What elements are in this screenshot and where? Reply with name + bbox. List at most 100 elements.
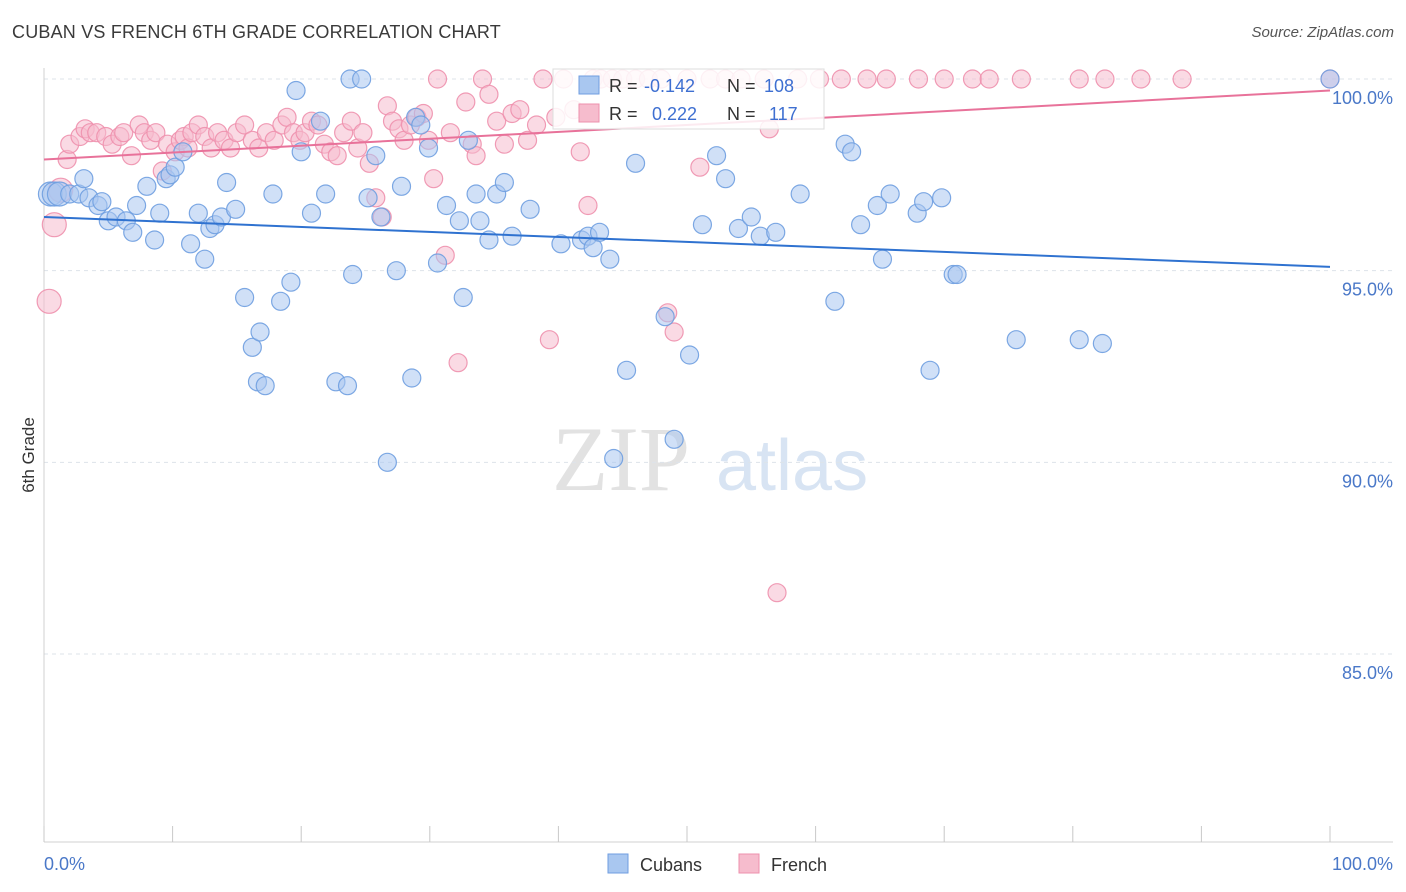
cubans-point xyxy=(195,249,215,269)
cubans-point xyxy=(371,207,391,227)
watermark-atlas: atlas xyxy=(716,426,868,506)
french-point xyxy=(466,146,486,166)
cubans-point xyxy=(366,146,386,166)
cubans-point xyxy=(706,146,727,166)
cubans-point xyxy=(520,199,540,219)
cubans-point xyxy=(411,115,431,135)
y-tick-label: 95.0% xyxy=(1342,280,1393,300)
french-point xyxy=(479,84,499,104)
stats-blue-r-value: -0.142 xyxy=(644,76,695,96)
french-point xyxy=(517,130,538,150)
cubans-point xyxy=(679,345,700,365)
french-point xyxy=(767,583,787,603)
cubans-point xyxy=(872,249,893,269)
french-point xyxy=(664,322,684,342)
chart-title: CUBAN VS FRENCH 6TH GRADE CORRELATION CH… xyxy=(12,22,501,42)
cubans-point xyxy=(150,203,170,223)
french-point xyxy=(876,69,896,89)
cubans-point xyxy=(242,337,262,357)
cubans-trend-line xyxy=(43,216,1331,268)
cubans-point xyxy=(310,111,331,131)
cubans-point xyxy=(453,287,473,308)
french-point xyxy=(1131,69,1151,89)
cubans-point xyxy=(655,307,675,327)
french-point xyxy=(36,288,62,314)
french-point xyxy=(264,130,284,150)
french-point xyxy=(1095,69,1115,89)
legend-label-french: French xyxy=(771,855,827,875)
cubans-point xyxy=(352,69,372,89)
cubans-point xyxy=(551,234,571,254)
cubans-point xyxy=(291,142,311,162)
cubans-point xyxy=(250,322,270,342)
french-point xyxy=(831,69,851,89)
cubans-point xyxy=(842,142,862,162)
cubans-point xyxy=(932,188,952,208)
cubans-point xyxy=(1320,69,1340,89)
cubans-point xyxy=(181,234,201,254)
stats-box: R = -0.142 N = 108 R = 0.222 N = 117 xyxy=(552,68,825,130)
cubans-point xyxy=(604,448,624,469)
french-point xyxy=(857,69,877,89)
cubans-point xyxy=(281,272,301,292)
legend-swatch-cubans xyxy=(607,853,629,874)
french-point xyxy=(934,69,954,89)
cubans-point xyxy=(589,222,610,242)
y-tick-label: 85.0% xyxy=(1342,663,1393,683)
french-point xyxy=(353,123,373,143)
legend-label-cubans: Cubans xyxy=(640,855,702,875)
legend-swatch-french xyxy=(738,853,760,874)
french-point xyxy=(327,146,347,166)
cubans-point xyxy=(914,192,934,212)
cubans-point xyxy=(386,261,406,281)
french-point xyxy=(979,69,999,89)
cubans-point xyxy=(137,176,157,196)
cubans-point xyxy=(616,360,637,380)
stats-swatch-pink xyxy=(578,103,600,123)
stats-pink-n-label: N = xyxy=(727,104,756,124)
french-point xyxy=(1011,69,1031,89)
y-tick-label: 90.0% xyxy=(1342,471,1393,491)
x-tick-label-max: 100.0% xyxy=(1332,854,1393,874)
cubans-point xyxy=(1092,333,1112,354)
french-point xyxy=(146,123,166,143)
cubans-point xyxy=(600,249,620,269)
cubans-point xyxy=(851,215,871,235)
y-axis-label: 6th Grade xyxy=(19,417,38,493)
cubans-point xyxy=(449,211,469,231)
cubans-point xyxy=(123,222,143,242)
cubans-point xyxy=(286,80,306,101)
stats-swatch-blue xyxy=(578,75,600,95)
cubans-point xyxy=(741,207,761,227)
cubans-point xyxy=(74,169,94,189)
french-point xyxy=(533,69,553,89)
cubans-point xyxy=(715,169,736,189)
french-point xyxy=(570,142,590,162)
cubans-point xyxy=(790,184,810,204)
french-point xyxy=(456,92,476,112)
french-point xyxy=(487,111,507,131)
cubans-point xyxy=(217,172,237,193)
stats-pink-r-value: 0.222 xyxy=(652,104,697,124)
cubans-point xyxy=(692,215,713,235)
cubans-point xyxy=(664,429,684,449)
stats-pink-r-label: R = xyxy=(609,104,638,124)
cubans-point xyxy=(255,376,275,396)
cubans-point xyxy=(391,176,412,196)
stats-pink-n-value: 117 xyxy=(769,104,798,124)
cubans-point xyxy=(402,368,422,388)
french-point xyxy=(448,353,468,373)
french-point xyxy=(341,111,361,131)
cubans-point xyxy=(235,287,255,308)
french-point xyxy=(510,100,530,120)
cubans-point xyxy=(358,188,378,208)
cubans-point xyxy=(825,291,845,311)
french-point xyxy=(424,169,444,189)
cubans-point xyxy=(316,184,336,204)
french-point xyxy=(494,134,514,154)
cubans-point xyxy=(263,184,283,204)
cubans-point xyxy=(458,130,478,150)
stats-blue-r-label: R = xyxy=(609,76,638,96)
french-point xyxy=(1172,69,1192,89)
cubans-point xyxy=(920,360,940,380)
